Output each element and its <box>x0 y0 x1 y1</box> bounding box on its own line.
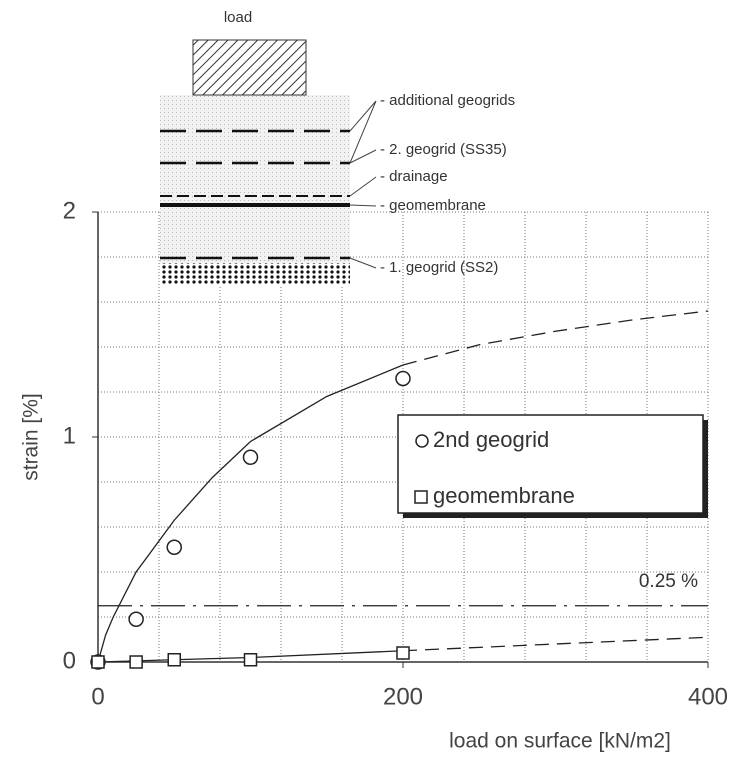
load-label: load <box>224 9 252 26</box>
layer-label: - geomembrane <box>380 197 486 214</box>
layer-diagram: load - additional geogrids - 2. geogrid … <box>160 9 515 285</box>
point <box>128 611 144 627</box>
soil-layer <box>160 95 350 285</box>
legend-label: geomembrane <box>433 483 575 508</box>
x-tick-label: 400 <box>688 683 728 710</box>
point <box>167 653 181 667</box>
point <box>129 655 143 669</box>
legend-box <box>397 414 704 514</box>
load-block <box>192 39 307 96</box>
x-axis-title: load on surface [kN/m2] <box>449 730 671 753</box>
fit-line <box>97 364 404 663</box>
y-tick-label: 2 <box>63 197 76 224</box>
x-tick-label: 200 <box>383 683 423 710</box>
layer-label: - 2. geogrid (SS35) <box>380 141 507 158</box>
point <box>242 449 259 465</box>
legend-marker <box>414 490 428 504</box>
plot-area: 0 200 400 0 1 2 <box>63 197 728 710</box>
fit-line <box>402 310 709 366</box>
legend-label: 2nd geogrid <box>433 427 549 452</box>
y-tick-label: 1 <box>63 422 76 449</box>
connector <box>349 176 377 197</box>
y-axis-title: strain [%] <box>20 393 43 481</box>
y-tick-label: 0 <box>63 647 76 674</box>
point <box>166 539 182 555</box>
overlay: 0.25 % 2nd geogrid geomembrane <box>90 310 709 670</box>
x-tick-label: 0 <box>91 683 104 710</box>
connector <box>349 100 377 164</box>
layer-label: - additional geogrids <box>380 92 515 109</box>
point <box>91 655 105 669</box>
layer-label: - drainage <box>380 168 448 185</box>
connector <box>349 204 377 207</box>
legend: 2nd geogrid geomembrane <box>397 414 708 518</box>
gravel-layer <box>160 263 350 285</box>
point <box>243 653 258 667</box>
point <box>396 646 410 660</box>
reference-label: 0.25 % <box>639 571 698 592</box>
legend-marker <box>415 434 429 448</box>
connector <box>349 257 377 269</box>
fit-line <box>402 636 709 652</box>
connector <box>349 149 377 164</box>
layer-label: - 1. geogrid (SS2) <box>380 259 498 276</box>
point <box>395 370 411 387</box>
